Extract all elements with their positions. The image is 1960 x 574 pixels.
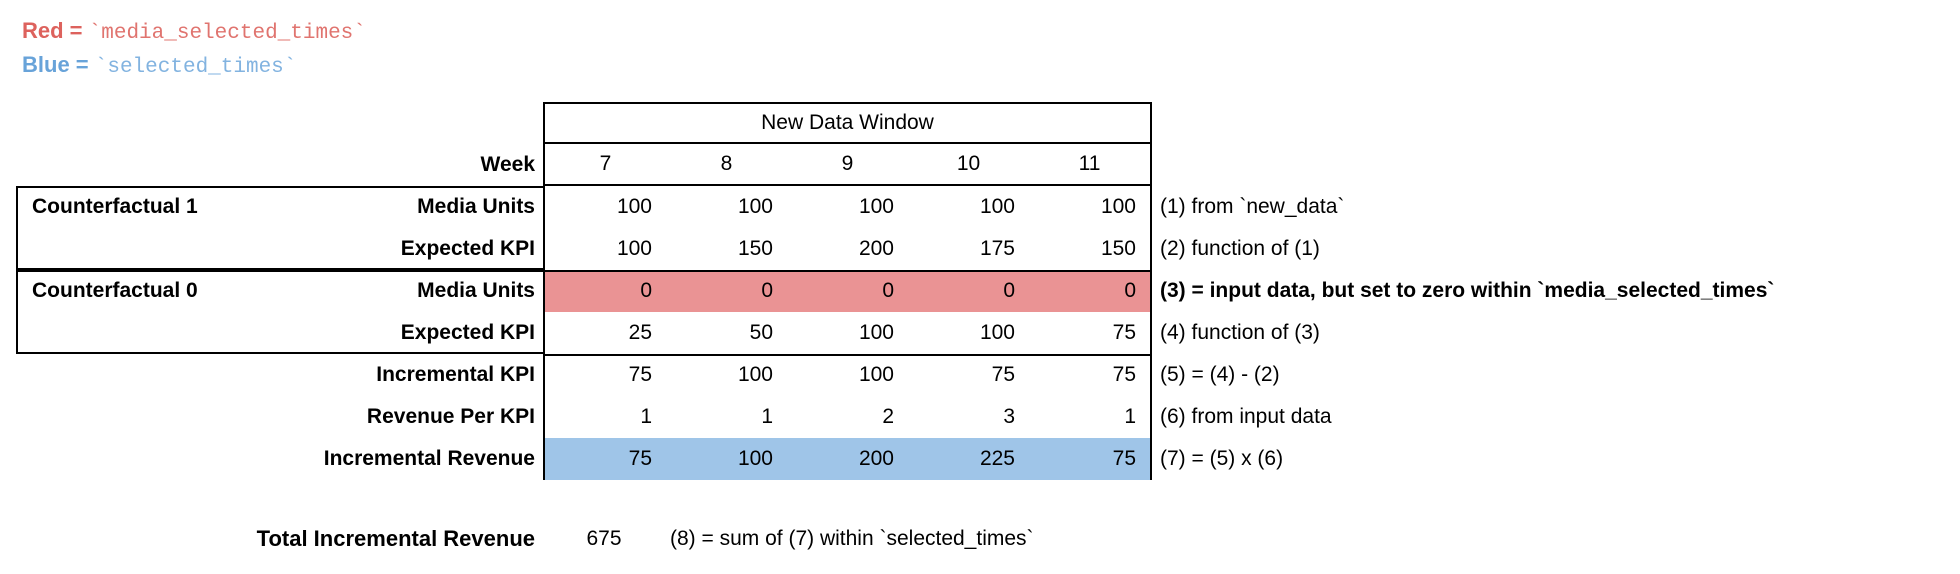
- row-label-expected-kpi-cf0: Expected KPI: [400, 321, 535, 344]
- total-incremental-revenue-value: 675: [586, 527, 622, 550]
- week-number: 7: [599, 152, 612, 175]
- data-cell: 150: [737, 237, 773, 260]
- row-label-expected-kpi-cf1: Expected KPI: [400, 237, 535, 260]
- data-cell: 200: [858, 447, 894, 470]
- annotations: (1) from `new_data` (2) function of (1) …: [1160, 186, 1774, 480]
- data-cell: 75: [628, 447, 652, 470]
- data-cell: 100: [1100, 195, 1136, 218]
- data-cell: 200: [858, 237, 894, 260]
- data-cell: 75: [991, 363, 1015, 386]
- data-grid: 100 100 100 100 100 100 150 200 175 150 …: [543, 186, 1152, 480]
- week-number: 10: [956, 152, 981, 175]
- row-label-media-units-cf0: Media Units: [417, 279, 535, 302]
- table-header-new-data-window: New Data Window: [543, 102, 1152, 144]
- row-label-revenue-per-kpi: Revenue Per KPI: [366, 405, 535, 428]
- week-row-label: Week: [480, 153, 535, 176]
- legend: Red = `media_selected_times` Blue = `sel…: [22, 14, 366, 82]
- data-cell: 0: [1003, 279, 1015, 302]
- data-cell: 100: [737, 195, 773, 218]
- data-cell: 75: [1112, 321, 1136, 344]
- data-cell: 1: [761, 405, 773, 428]
- annotation-6: (6) from input data: [1160, 405, 1332, 428]
- annotation-3: (3) = input data, but set to zero within…: [1160, 279, 1775, 302]
- table-row-media-units-cf0-highlight-red: 0 0 0 0 0: [545, 270, 1150, 312]
- data-cell: 100: [979, 195, 1015, 218]
- legend-blue-code: `selected_times`: [94, 56, 297, 79]
- data-cell: 75: [1112, 447, 1136, 470]
- table-row-incremental-kpi: 75 100 100 75 75: [545, 354, 1150, 396]
- data-cell: 100: [858, 321, 894, 344]
- group-label-counterfactual-1: Counterfactual 1: [32, 195, 198, 218]
- data-cell: 100: [979, 321, 1015, 344]
- row-label-incremental-revenue: Incremental Revenue: [323, 447, 535, 470]
- data-cell: 0: [640, 279, 652, 302]
- data-cell: 75: [1112, 363, 1136, 386]
- data-cell: 1: [1124, 405, 1136, 428]
- legend-blue-label: Blue =: [22, 52, 95, 77]
- data-cell: 225: [979, 447, 1015, 470]
- group-label-counterfactual-0: Counterfactual 0: [32, 279, 198, 302]
- legend-red-code: `media_selected_times`: [88, 22, 366, 45]
- total-incremental-revenue-label: Total Incremental Revenue: [256, 526, 535, 551]
- row-label-media-units-cf1: Media Units: [417, 195, 535, 218]
- table-row-revenue-per-kpi: 1 1 2 3 1: [545, 396, 1150, 438]
- legend-red-label: Red =: [22, 18, 89, 43]
- counterfactual-1-box: [16, 186, 545, 270]
- data-cell: 150: [1100, 237, 1136, 260]
- data-cell: 0: [1124, 279, 1136, 302]
- table-row-expected-kpi-cf0: 25 50 100 100 75: [545, 312, 1150, 354]
- annotation-7: (7) = (5) x (6): [1160, 447, 1284, 470]
- data-cell: 100: [737, 363, 773, 386]
- table-row-media-units-cf1: 100 100 100 100 100: [545, 186, 1150, 228]
- row-label-incremental-kpi: Incremental KPI: [376, 363, 535, 386]
- table-row-expected-kpi-cf1: 100 150 200 175 150: [545, 228, 1150, 270]
- data-cell: 175: [979, 237, 1015, 260]
- data-cell: 3: [1003, 405, 1015, 428]
- annotation-5: (5) = (4) - (2): [1160, 363, 1280, 386]
- data-cell: 0: [882, 279, 894, 302]
- week-number: 8: [720, 152, 733, 175]
- annotation-2: (2) function of (1): [1160, 237, 1320, 260]
- data-cell: 50: [749, 321, 773, 344]
- data-cell: 100: [858, 363, 894, 386]
- week-number: 11: [1078, 152, 1101, 175]
- data-cell: 2: [882, 405, 894, 428]
- data-cell: 100: [616, 237, 652, 260]
- week-header-row: 7 8 9 10 11: [543, 144, 1152, 186]
- data-cell: 100: [616, 195, 652, 218]
- legend-red-line: Red = `media_selected_times`: [22, 14, 366, 48]
- data-cell: 100: [858, 195, 894, 218]
- annotation-4: (4) function of (3): [1160, 321, 1320, 344]
- legend-blue-line: Blue = `selected_times`: [22, 48, 366, 82]
- data-cell: 100: [737, 447, 773, 470]
- annotation-1: (1) from `new_data`: [1160, 195, 1345, 218]
- counterfactual-0-box: [16, 270, 545, 354]
- data-cell: 1: [640, 405, 652, 428]
- table-row-incremental-revenue-highlight-blue: 75 100 200 225 75: [545, 438, 1150, 480]
- annotation-8: (8) = sum of (7) within `selected_times`: [670, 527, 1034, 550]
- data-cell: 75: [628, 363, 652, 386]
- week-number: 9: [841, 152, 854, 175]
- data-cell: 0: [761, 279, 773, 302]
- data-cell: 25: [628, 321, 652, 344]
